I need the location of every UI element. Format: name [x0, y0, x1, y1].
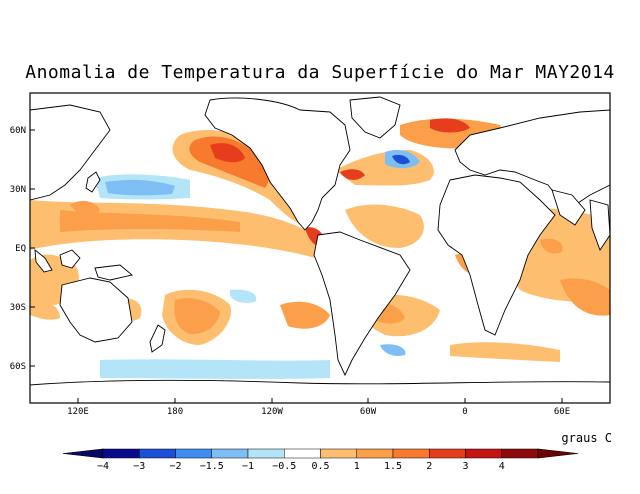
lat-label-30n: 30N — [10, 185, 26, 195]
colorbar-label: 0.5 — [311, 461, 329, 472]
colorbar-swatch — [139, 448, 176, 459]
new-zealand — [149, 324, 166, 353]
new-guinea — [94, 264, 133, 281]
lat-label-60s: 60S — [10, 362, 26, 372]
colorbar-swatch — [175, 448, 212, 459]
lat-label-eq: EQ — [15, 244, 26, 254]
lat-label-30s: 30S — [10, 303, 26, 313]
anomaly-field — [30, 118, 610, 379]
north-america — [204, 97, 351, 231]
continents — [29, 96, 611, 404]
colorbar-arrow-high — [537, 448, 579, 459]
lon-label-180: 180 — [167, 407, 183, 417]
lat-label-60n: 60N — [10, 126, 26, 136]
colorbar-label: −3 — [133, 461, 145, 472]
colorbar-swatch — [501, 448, 539, 459]
colorbar-label: −1 — [242, 461, 254, 472]
greenland — [349, 96, 401, 139]
colorbar: −4 −3 −2 −1.5 −1 −0.5 0.5 1 1.5 2 3 4 — [62, 448, 579, 472]
lon-label-60e: 60E — [554, 407, 570, 417]
colorbar-swatch — [284, 448, 321, 459]
colorbar-label: −0.5 — [272, 461, 296, 472]
colorbar-label: 1.5 — [384, 461, 402, 472]
colorbar-label: 1 — [354, 461, 360, 472]
colorbar-label: 3 — [462, 461, 468, 472]
antarctica — [29, 379, 611, 404]
colorbar-swatch — [392, 448, 430, 459]
map-title: Anomalia de Temperatura da Superfície do… — [25, 62, 615, 83]
colorbar-label: 2 — [426, 461, 432, 472]
lon-label-60w: 60W — [360, 407, 377, 417]
arabia — [551, 189, 586, 226]
lon-label-120e: 120E — [67, 407, 89, 417]
colorbar-arrow-low — [62, 448, 104, 459]
africa — [437, 174, 556, 336]
australia — [59, 277, 133, 343]
colorbar-label: 4 — [499, 461, 505, 472]
japan — [85, 171, 101, 193]
lon-label-0: 0 — [462, 407, 467, 417]
colorbar-swatch — [429, 448, 466, 459]
colorbar-label: −4 — [97, 461, 109, 472]
colorbar-swatch — [320, 448, 357, 459]
colorbar-swatch — [356, 448, 394, 459]
colorbar-label: −2 — [169, 461, 181, 472]
lon-label-120w: 120W — [261, 407, 283, 417]
colorbar-label: −1.5 — [200, 461, 224, 472]
colorbar-swatch — [465, 448, 502, 459]
units-label: graus C — [561, 431, 612, 445]
borneo — [59, 249, 81, 269]
lat-axis: 60N 30N EQ 30S 60S — [10, 126, 35, 372]
colorbar-swatch — [102, 448, 140, 459]
lon-axis: 120E 180 120W 60W 0 60E — [67, 398, 570, 417]
sumatra — [34, 248, 53, 273]
east-asia — [29, 104, 111, 201]
india — [589, 199, 611, 251]
colorbar-swatch — [247, 448, 285, 459]
south-america — [313, 231, 411, 377]
colorbar-swatch — [211, 448, 249, 459]
